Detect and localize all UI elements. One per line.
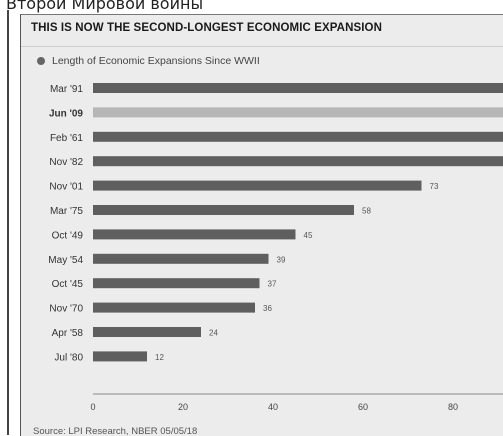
category-label: Nov '01 bbox=[49, 182, 83, 193]
bar bbox=[93, 253, 269, 264]
legend-swatch bbox=[37, 57, 45, 65]
bar bbox=[93, 107, 503, 118]
category-label: Oct '49 bbox=[52, 230, 84, 241]
bar bbox=[93, 180, 422, 191]
bar bbox=[93, 205, 354, 215]
legend: Length of Economic Expansions Since WWII bbox=[37, 53, 260, 69]
bar bbox=[93, 83, 503, 93]
bar bbox=[93, 327, 201, 337]
category-label: Mar '75 bbox=[50, 206, 83, 217]
x-tick-label: 60 bbox=[358, 402, 368, 412]
data-label: 36 bbox=[263, 304, 272, 313]
x-tick-label: 0 bbox=[90, 402, 95, 412]
x-tick-label: 80 bbox=[448, 402, 458, 412]
bar bbox=[93, 278, 260, 289]
legend-label: Length of Economic Expansions Since WWII bbox=[52, 55, 260, 67]
category-label: Oct '45 bbox=[52, 279, 84, 290]
bar bbox=[93, 229, 296, 240]
category-label: Mar '91 bbox=[50, 84, 83, 95]
page-caption: Второй Мировой войны bbox=[6, 0, 204, 13]
data-label: 45 bbox=[304, 231, 313, 240]
bar bbox=[93, 302, 255, 313]
data-label: 39 bbox=[277, 255, 286, 264]
data-label: 73 bbox=[430, 182, 439, 191]
left-border-line bbox=[7, 10, 9, 435]
title-divider bbox=[21, 46, 503, 47]
data-label: 24 bbox=[209, 329, 218, 338]
category-label: Nov '70 bbox=[49, 304, 83, 315]
data-label: 58 bbox=[362, 207, 371, 216]
category-label: Jun '09 bbox=[49, 108, 83, 119]
data-label: 37 bbox=[268, 280, 277, 289]
bar bbox=[93, 156, 503, 167]
category-label: Feb '61 bbox=[50, 133, 83, 144]
bar-chart-plot: Mar '91 Jun '09 Feb '61 Nov '82 Nov '01 73 Mar… bbox=[48, 83, 503, 412]
x-tick-label: 20 bbox=[178, 402, 188, 412]
chart-panel: THIS IS NOW THE SECOND-LONGEST ECONOMIC … bbox=[20, 14, 503, 436]
category-label: Jul '80 bbox=[54, 352, 83, 363]
chart-title: THIS IS NOW THE SECOND-LONGEST ECONOMIC … bbox=[31, 22, 382, 34]
bar bbox=[93, 131, 503, 142]
data-label: 12 bbox=[155, 353, 164, 362]
x-tick-label: 40 bbox=[268, 402, 278, 412]
source-note: Source: LPI Research, NBER 05/05/18 bbox=[33, 426, 198, 436]
bar bbox=[93, 351, 147, 362]
category-label: Nov '82 bbox=[49, 157, 83, 168]
category-label: May '54 bbox=[48, 255, 83, 266]
category-label: Apr '58 bbox=[52, 328, 84, 339]
